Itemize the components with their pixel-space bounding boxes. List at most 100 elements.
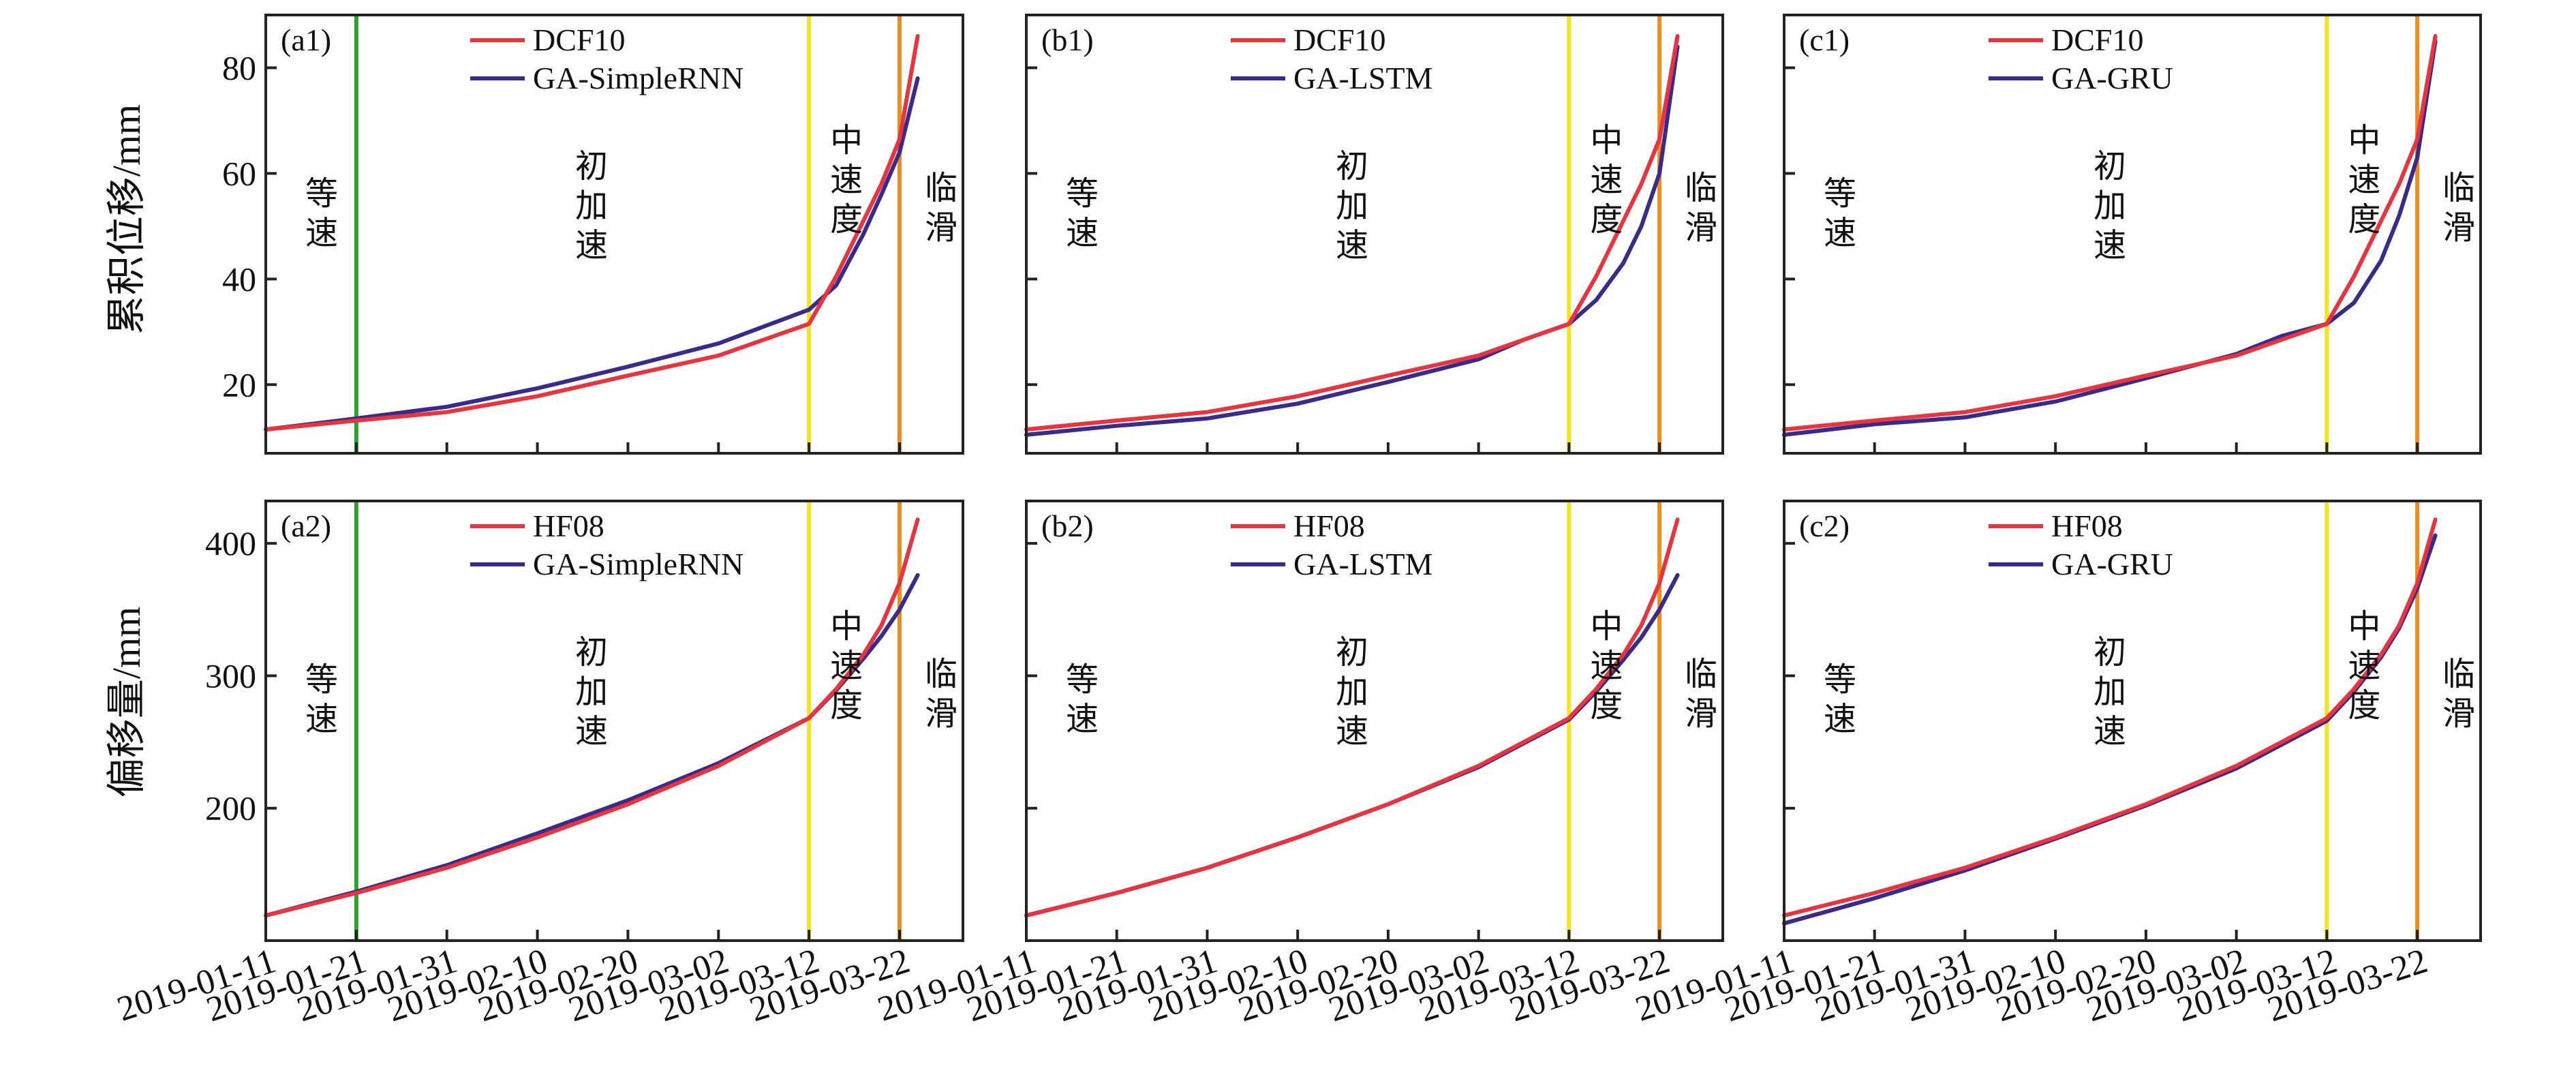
stage-label-critical-char: 临 (925, 170, 957, 207)
plot-frame (1025, 500, 1724, 942)
stage-label-medium-char: 速 (2348, 648, 2380, 684)
stage-label-medium-char: 中 (2348, 123, 2380, 159)
stage-label-medium-char: 中 (830, 609, 863, 645)
stage-label-medium-char: 度 (2348, 202, 2380, 238)
stage-label-initial-accel-char: 初 (2094, 635, 2126, 671)
stage-label-initial-accel-char: 加 (2094, 188, 2126, 224)
panel-label: (a1) (281, 22, 331, 57)
legend-observed-label: DCF10 (533, 22, 625, 57)
stage-label-constant-char: 等 (305, 176, 338, 212)
observed-series-line (264, 517, 920, 918)
stage-label-constant-char: 等 (1066, 176, 1099, 212)
panel-c2: 2019-01-112019-01-212019-01-312019-02-10… (1631, 500, 2482, 1029)
plot-frame (264, 14, 964, 455)
stage-label-medium-char: 度 (2348, 688, 2380, 724)
stage-label-initial-accel-char: 初 (1336, 149, 1368, 185)
stage-label-initial-accel-char: 加 (1336, 188, 1368, 224)
stage-label-initial-accel-char: 速 (2094, 714, 2126, 750)
stage-label-critical-char: 临 (925, 656, 957, 693)
panel-b2: 2019-01-112019-01-212019-01-312019-02-10… (873, 500, 1724, 1029)
stage-label-critical-char: 临 (1685, 170, 1717, 207)
stage-label-medium-char: 中 (830, 123, 863, 159)
panel-label: (b1) (1041, 22, 1094, 57)
stage-label-critical-char: 滑 (925, 210, 957, 246)
stage-label-medium-char: 速 (1590, 162, 1623, 198)
y-tick-label: 300 (205, 656, 256, 695)
stage-label-initial-accel-char: 速 (1336, 714, 1368, 750)
plot-frame (264, 500, 964, 942)
row2-y-axis-label: 偏移量/mm (104, 607, 149, 797)
y-tick-label: 40 (222, 260, 256, 298)
stage-label-medium-char: 度 (830, 688, 863, 724)
stage-label-constant-char: 等 (1066, 662, 1099, 698)
y-tick-label: 60 (222, 154, 256, 192)
y-tick-label: 400 (205, 524, 256, 562)
stage-label-medium-char: 速 (2348, 162, 2380, 198)
stage-label-critical-char: 滑 (1685, 696, 1717, 732)
predicted-series-line (1782, 39, 2438, 437)
stage-label-initial-accel-char: 加 (575, 188, 608, 224)
stage-label-medium-char: 中 (2348, 609, 2380, 645)
stage-label-constant-char: 等 (1824, 176, 1856, 212)
y-tick-label: 20 (222, 365, 256, 404)
stage-label-constant-char: 等 (305, 662, 338, 698)
stage-label-initial-accel-char: 加 (1336, 674, 1368, 710)
stage-label-constant-char: 速 (1824, 215, 1856, 252)
stage-label-medium-char: 速 (830, 648, 863, 684)
stage-label-initial-accel-char: 初 (575, 635, 608, 671)
legend-predicted-label: GA-LSTM (1293, 547, 1432, 581)
stage-label-critical-char: 临 (2442, 656, 2475, 693)
legend-observed-label: DCF10 (2051, 22, 2143, 57)
legend-observed-label: HF08 (1293, 508, 1365, 543)
legend-observed-label: HF08 (2051, 508, 2123, 543)
legend-predicted-label: GA-GRU (2051, 547, 2173, 581)
stage-label-initial-accel-char: 加 (2094, 674, 2126, 710)
y-tick-label: 200 (205, 789, 256, 827)
stage-label-critical-char: 滑 (2442, 210, 2475, 246)
y-tick-label: 80 (222, 48, 256, 87)
stage-label-constant-char: 速 (1066, 215, 1099, 252)
stage-label-medium-char: 度 (1590, 202, 1623, 238)
stage-label-critical-char: 临 (2442, 170, 2475, 207)
stage-label-critical-char: 滑 (925, 696, 957, 732)
stage-label-medium-char: 速 (830, 162, 863, 198)
panel-a2: 2003004002019-01-112019-01-212019-01-312… (112, 500, 964, 1029)
observed-series-line (1024, 34, 1680, 432)
observed-series-line (264, 34, 920, 432)
legend-predicted-label: GA-LSTM (1293, 61, 1432, 95)
stage-label-critical-char: 滑 (2442, 696, 2475, 732)
stage-label-medium-char: 速 (1590, 648, 1623, 684)
stage-label-constant-char: 速 (1824, 701, 1856, 738)
panel-label: (b2) (1041, 508, 1094, 543)
panel-label: (c1) (1799, 22, 1850, 57)
stage-label-constant-char: 速 (305, 701, 338, 738)
observed-series-line (1782, 517, 2438, 918)
stage-label-medium-char: 度 (830, 202, 863, 238)
stage-label-constant-char: 速 (1066, 701, 1099, 738)
stage-label-initial-accel-char: 初 (575, 149, 608, 185)
stage-label-critical-char: 滑 (1685, 210, 1717, 246)
legend-observed-label: HF08 (533, 508, 604, 543)
legend-observed-label: DCF10 (1293, 22, 1385, 57)
panel-label: (c2) (1799, 508, 1850, 543)
plot-frame (1025, 14, 1724, 455)
panel-label: (a2) (281, 508, 331, 543)
stage-label-critical-char: 临 (1685, 656, 1717, 693)
predicted-series-line (264, 76, 920, 432)
stage-label-medium-char: 中 (1590, 123, 1623, 159)
stage-label-initial-accel-char: 初 (1336, 635, 1368, 671)
row1-y-axis-label: 累积位移/mm (104, 104, 149, 335)
stage-label-medium-char: 度 (1590, 688, 1623, 724)
stage-label-initial-accel-char: 加 (575, 674, 608, 710)
stage-label-initial-accel-char: 速 (1336, 228, 1368, 264)
observed-series-line (1782, 34, 2438, 432)
plot-frame (1783, 500, 2482, 942)
stage-label-initial-accel-char: 初 (2094, 149, 2126, 185)
legend-predicted-label: GA-SimpleRNN (533, 547, 743, 581)
legend-predicted-label: GA-GRU (2051, 61, 2173, 95)
stage-label-initial-accel-char: 速 (575, 228, 608, 264)
